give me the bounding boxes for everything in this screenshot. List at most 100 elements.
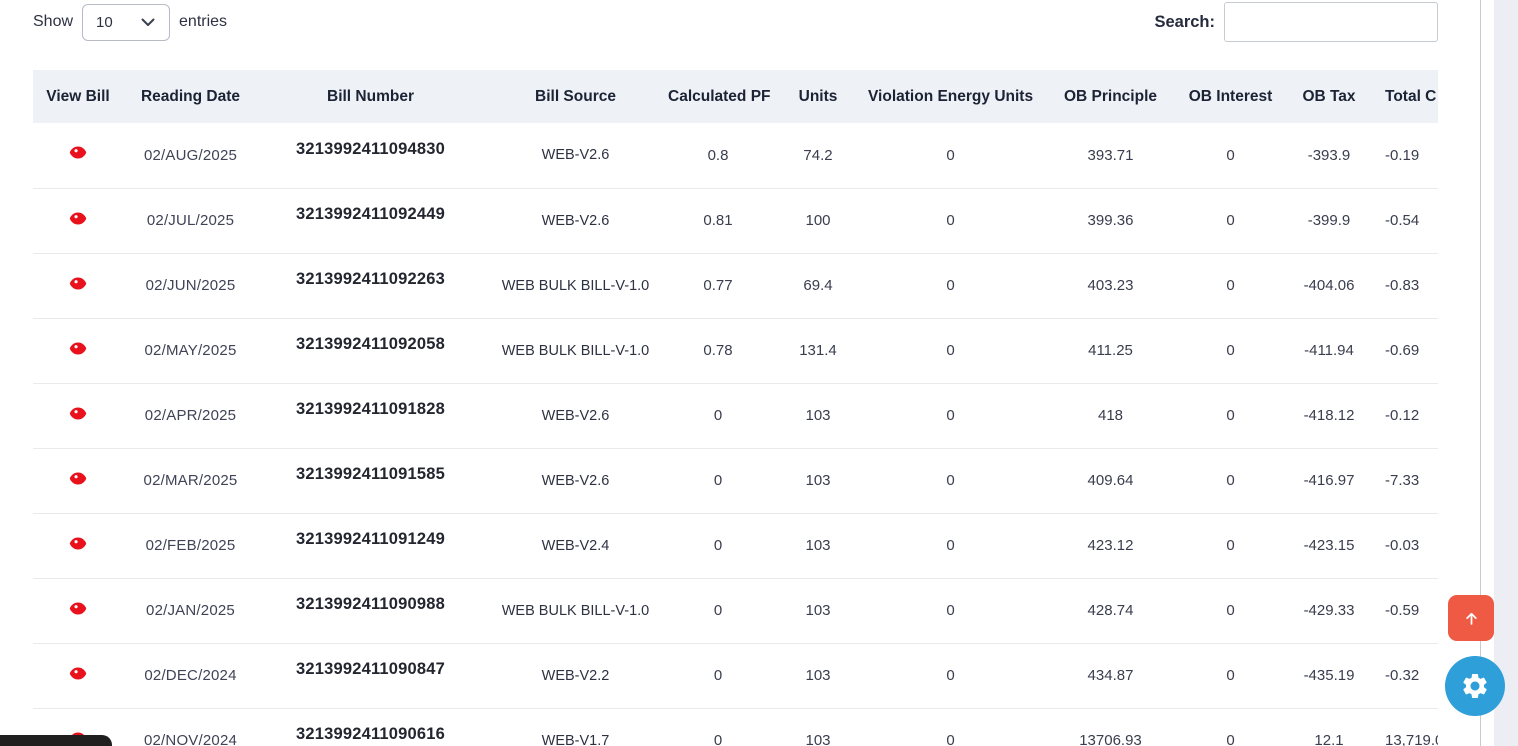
col-violation-energy-units[interactable]: Violation Energy Units bbox=[868, 70, 1033, 123]
ob-interest-cell: 0 bbox=[1188, 577, 1273, 643]
ob-principle-cell: 403.23 bbox=[1033, 252, 1188, 318]
calculated-pf-cell: 0 bbox=[668, 512, 768, 578]
bills-table-viewport: View Bill Reading Date Bill Number Bill … bbox=[33, 70, 1438, 746]
search-label: Search: bbox=[1154, 12, 1215, 31]
total-cell: -0.83 bbox=[1385, 252, 1438, 318]
eye-icon bbox=[69, 277, 87, 289]
ob-tax-cell: -418.12 bbox=[1273, 382, 1385, 448]
view-bill-cell bbox=[33, 317, 123, 383]
violation-energy-units-cell: 0 bbox=[868, 642, 1033, 708]
view-bill-button[interactable] bbox=[69, 146, 87, 159]
bill-number: 3213992411091828 bbox=[295, 400, 446, 418]
ob-interest-cell: 0 bbox=[1188, 252, 1273, 318]
table-row: 02/MAY/2025 3213992411092058 WEB BULK BI… bbox=[33, 317, 1438, 383]
col-total[interactable]: Total C bbox=[1385, 70, 1438, 123]
view-bill-button[interactable] bbox=[69, 602, 87, 615]
col-view-bill[interactable]: View Bill bbox=[33, 70, 123, 123]
ob-principle-cell: 434.87 bbox=[1033, 642, 1188, 708]
bill-number-cell: 3213992411090616 bbox=[258, 707, 483, 746]
violation-energy-units-cell: 0 bbox=[868, 447, 1033, 513]
ob-principle-cell: 393.71 bbox=[1087, 146, 1134, 164]
total-cell: -0.32 bbox=[1385, 642, 1438, 708]
bill-source-cell: WEB-V2.2 bbox=[483, 642, 668, 708]
ob-tax-cell: -399.9 bbox=[1273, 187, 1385, 253]
search-input[interactable] bbox=[1224, 2, 1438, 42]
violation-energy-units-cell: 0 bbox=[868, 317, 1033, 383]
eye-icon bbox=[69, 407, 87, 419]
bill-number-cell: 3213992411094830 bbox=[258, 123, 483, 188]
units-cell: 103 bbox=[768, 447, 868, 513]
bill-source-cell: WEB BULK BILL-V-1.0 bbox=[483, 252, 668, 318]
view-bill-cell bbox=[33, 512, 123, 578]
col-ob-tax[interactable]: OB Tax bbox=[1273, 70, 1385, 123]
bill-number-cell: 3213992411091585 bbox=[258, 447, 483, 513]
reading-date-cell: 02/NOV/2024 bbox=[123, 707, 258, 746]
col-ob-principle[interactable]: OB Principle bbox=[1033, 70, 1188, 123]
violation-energy-units-cell: 0 bbox=[868, 512, 1033, 578]
page-size-select[interactable]: 10 bbox=[82, 3, 171, 41]
table-row: 02/FEB/2025 3213992411091249 WEB-V2.4 0 … bbox=[33, 512, 1438, 578]
vertical-divider bbox=[1480, 0, 1481, 746]
total-cell: -0.19 bbox=[1385, 146, 1420, 164]
settings-button[interactable] bbox=[1445, 656, 1505, 716]
col-bill-source[interactable]: Bill Source bbox=[483, 70, 668, 123]
bill-number-cell: 3213992411092449 bbox=[258, 187, 483, 253]
units-cell: 103 bbox=[768, 512, 868, 578]
view-bill-button[interactable] bbox=[69, 407, 87, 420]
bottom-left-toast bbox=[0, 735, 112, 746]
table-row: 02/NOV/2024 3213992411090616 WEB-V1.7 0 … bbox=[33, 707, 1438, 746]
total-cell: -0.54 bbox=[1385, 187, 1438, 253]
total-cell: -0.59 bbox=[1385, 577, 1438, 643]
bill-source-cell: WEB BULK BILL-V-1.0 bbox=[483, 317, 668, 383]
scroll-to-top-button[interactable] bbox=[1448, 595, 1494, 641]
ob-tax-cell: -404.06 bbox=[1273, 252, 1385, 318]
units-cell: 103 bbox=[768, 707, 868, 746]
view-bill-button[interactable] bbox=[69, 537, 87, 550]
units-cell: 131.4 bbox=[768, 317, 868, 383]
bill-number: 3213992411090988 bbox=[295, 595, 446, 613]
calculated-pf-cell: 0 bbox=[668, 382, 768, 448]
violation-energy-units-cell: 0 bbox=[868, 382, 1033, 448]
gear-icon bbox=[1463, 674, 1487, 698]
ob-tax-cell: -435.19 bbox=[1273, 642, 1385, 708]
col-units[interactable]: Units bbox=[768, 70, 868, 123]
col-calculated-pf[interactable]: Calculated PF bbox=[668, 70, 771, 123]
bill-number: 3213992411092449 bbox=[295, 205, 446, 223]
view-bill-button[interactable] bbox=[69, 212, 87, 225]
chevron-down-icon bbox=[141, 18, 155, 26]
bill-number: 3213992411092263 bbox=[295, 270, 446, 288]
ob-interest-cell: 0 bbox=[1188, 187, 1273, 253]
bills-table: View Bill Reading Date Bill Number Bill … bbox=[33, 70, 1438, 746]
table-row: 02/APR/2025 3213992411091828 WEB-V2.6 0 … bbox=[33, 382, 1438, 448]
total-cell: -0.12 bbox=[1385, 382, 1438, 448]
ob-tax-cell: -423.15 bbox=[1273, 512, 1385, 578]
bill-number-cell: 3213992411091249 bbox=[258, 512, 483, 578]
reading-date-cell: 02/DEC/2024 bbox=[123, 642, 258, 708]
units-cell: 103 bbox=[768, 382, 868, 448]
view-bill-cell bbox=[33, 382, 123, 448]
ob-principle-cell: 409.64 bbox=[1033, 447, 1188, 513]
violation-energy-units-cell: 0 bbox=[868, 252, 1033, 318]
col-reading-date[interactable]: Reading Date bbox=[123, 70, 258, 123]
calculated-pf-cell: 0.8 bbox=[707, 146, 729, 164]
calculated-pf-cell: 0 bbox=[668, 642, 768, 708]
units-cell: 74.2 bbox=[803, 146, 833, 164]
view-bill-button[interactable] bbox=[69, 342, 87, 355]
ob-principle-cell: 428.74 bbox=[1033, 577, 1188, 643]
bill-number-cell: 3213992411090847 bbox=[258, 642, 483, 708]
view-bill-cell bbox=[33, 187, 123, 253]
table-header-row: View Bill Reading Date Bill Number Bill … bbox=[33, 70, 1438, 123]
col-bill-number[interactable]: Bill Number bbox=[258, 70, 483, 123]
bill-source-cell: WEB-V2.6 bbox=[541, 147, 610, 164]
col-ob-interest[interactable]: OB Interest bbox=[1188, 70, 1273, 123]
calculated-pf-cell: 0.81 bbox=[668, 187, 768, 253]
view-bill-button[interactable] bbox=[69, 472, 87, 485]
view-bill-button[interactable] bbox=[69, 667, 87, 680]
view-bill-cell bbox=[33, 577, 123, 643]
right-scrollbar-track[interactable] bbox=[1494, 0, 1518, 746]
eye-icon bbox=[69, 472, 87, 484]
ob-tax-cell: -411.94 bbox=[1273, 317, 1385, 383]
page-size-value: 10 bbox=[96, 13, 113, 31]
view-bill-button[interactable] bbox=[69, 277, 87, 290]
units-cell: 100 bbox=[768, 187, 868, 253]
